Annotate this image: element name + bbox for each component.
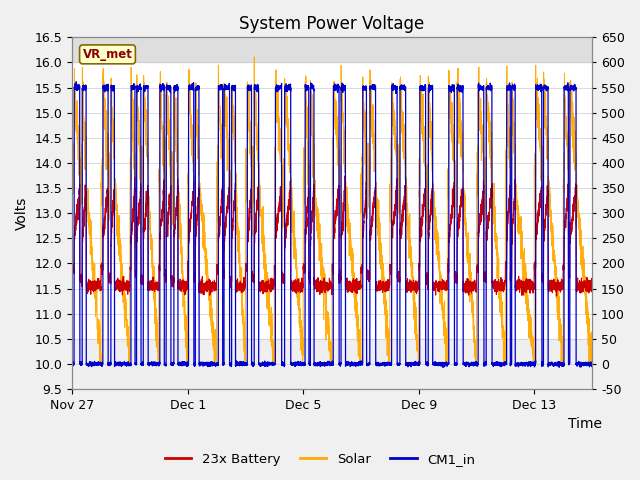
Title: System Power Voltage: System Power Voltage — [239, 15, 425, 33]
Y-axis label: Volts: Volts — [15, 196, 29, 230]
Text: VR_met: VR_met — [83, 48, 132, 61]
Legend: 23x Battery, Solar, CM1_in: 23x Battery, Solar, CM1_in — [159, 447, 481, 471]
X-axis label: Time: Time — [568, 418, 602, 432]
Bar — [72, 37, 592, 62]
Bar — [72, 339, 592, 389]
